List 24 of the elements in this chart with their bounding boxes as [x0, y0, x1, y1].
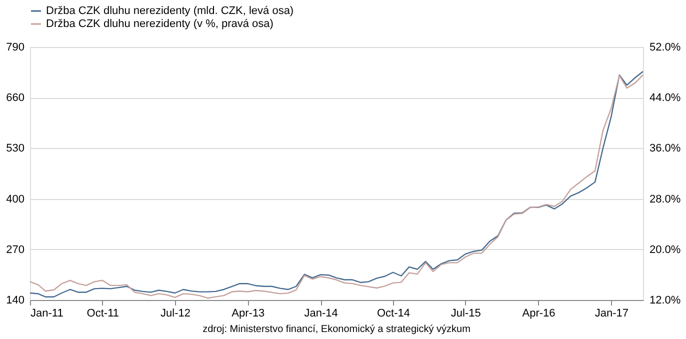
y-tick-label: 140	[6, 294, 24, 306]
y-tick-label: 270	[6, 244, 24, 256]
y2-tick-label: 12.0%	[650, 294, 681, 306]
y-tick-label: 400	[6, 193, 24, 206]
x-tick-label: Oct-14	[376, 308, 410, 320]
y2-tick-label: 36.0%	[650, 142, 681, 155]
x-tick-label: Oct-11	[86, 308, 119, 320]
y-tick-label: 530	[6, 142, 24, 155]
x-tick-label: Jan-17	[594, 308, 629, 320]
y2-tick-label: 20.0%	[650, 244, 681, 256]
x-tick-label: Apr-16	[522, 308, 556, 320]
x-tick-label: Jul-15	[450, 308, 481, 320]
y2-tick-label: 28.0%	[650, 193, 681, 206]
x-tick-label: Apr-13	[232, 308, 265, 320]
y2-tick-label: 52.0%	[650, 42, 681, 54]
legend-label: Držba CZK dluhu nerezidenty (mld. CZK, levá osa)	[46, 5, 294, 17]
y-tick-label: 790	[6, 42, 24, 54]
text: zdroj: Ministerstvo financí, Ekonomický a strategický výzkum	[202, 324, 470, 335]
y2-tick-label: 44.0%	[650, 92, 681, 104]
x-tick-label: Jul-12	[160, 308, 191, 320]
y-tick-label: 660	[6, 92, 24, 104]
x-tick-label: Jan-11	[30, 308, 64, 320]
x-tick-label: Jan-14	[304, 308, 338, 320]
legend-label: Držba CZK dluhu nerezidenty (v %, pravá osa)	[46, 18, 274, 30]
